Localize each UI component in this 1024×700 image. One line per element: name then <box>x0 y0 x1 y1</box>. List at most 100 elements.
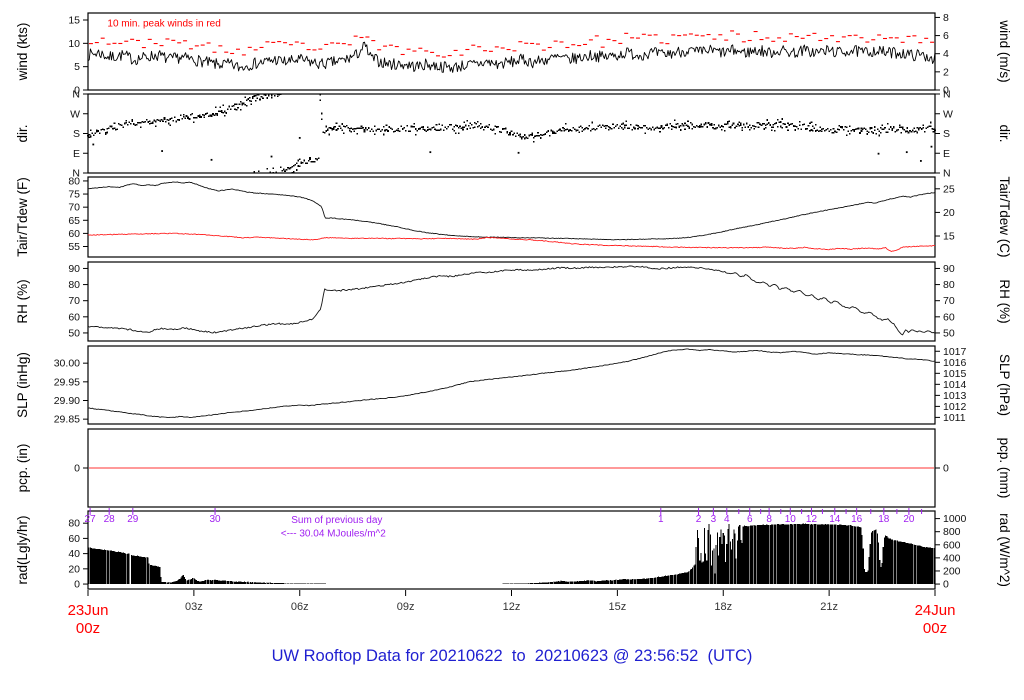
ytick-right-wind: 0 <box>943 85 949 97</box>
annotation: 10 min. peak winds in red <box>107 19 220 30</box>
ytick-left-wind: 10 <box>68 38 80 50</box>
start-hour-label: 00z <box>76 620 100 637</box>
ylabel-left-rh: RH (%) <box>15 279 30 323</box>
ytick-right-pcp: 0 <box>943 463 949 475</box>
ytick-left-rh: 60 <box>68 311 80 323</box>
ytick-right-wind: 2 <box>943 66 949 78</box>
series-sea_level_pressure <box>87 348 936 419</box>
rad-day-label: 27 <box>85 514 97 525</box>
ytick-left-rh: 50 <box>68 327 80 339</box>
ytick-right-temp: 15 <box>943 231 955 243</box>
ytick-right-rh: 50 <box>943 327 955 339</box>
ytick-right-rad: 0 <box>943 579 949 591</box>
rad-day-label: 18 <box>878 514 890 525</box>
ytick-right-dir: S <box>943 128 950 140</box>
annotation: Sum of previous day <box>291 515 382 526</box>
rad-day-label: 1 <box>658 514 664 525</box>
xtick-label: 12z <box>503 601 521 613</box>
xtick-label: 03z <box>185 601 203 613</box>
panel-rh: 50 60 70 80 90 50 60 70 80 90 RH (%) RH (%) <box>15 261 1012 342</box>
rad-day-label: 14 <box>829 514 841 525</box>
ytick-left-temp: 70 <box>68 202 80 214</box>
ytick-right-rh: 90 <box>943 263 955 275</box>
ytick-left-dir: N <box>72 168 80 180</box>
ylabel-right-dir: dir. <box>997 124 1012 142</box>
rad-day-label: 2 <box>696 514 702 525</box>
series-wind_peak_10min <box>88 30 935 58</box>
series-wind_direction <box>87 93 936 174</box>
ylabel-left-temp: Tair/Tdew (F) <box>15 177 30 257</box>
ytick-right-slp: 1014 <box>943 379 967 391</box>
ytick-left-temp: 65 <box>68 215 80 227</box>
xtick-label: 09z <box>397 601 415 613</box>
rad-day-label: 28 <box>104 514 116 525</box>
rad-day-markers: 27 28 29 30 1 2 3 4 6 8 10 12 14 16 18 20 <box>85 508 923 525</box>
xtick-label: 15z <box>609 601 627 613</box>
ytick-left-dir: E <box>73 148 80 160</box>
ytick-right-temp: 20 <box>943 207 955 219</box>
ylabel-right-pcp: pcp. (mm) <box>997 438 1012 499</box>
ytick-right-rh: 60 <box>943 311 955 323</box>
ytick-right-wind: 8 <box>943 12 949 24</box>
ytick-left-rad: 80 <box>68 518 80 530</box>
ytick-left-slp: 30.00 <box>54 358 80 370</box>
ylabel-left-rad: rad(Lgly/hr) <box>15 515 30 584</box>
ylabel-right-temp: Tair/Tdew (C) <box>997 176 1012 257</box>
ytick-right-dir: N <box>943 89 951 101</box>
xtick-label: 21z <box>820 601 838 613</box>
ytick-right-rad: 200 <box>943 565 961 577</box>
end-date-label: 24Jun <box>915 602 956 619</box>
ytick-right-dir: E <box>943 148 950 160</box>
ylabel-left-wind: wind (kts) <box>15 23 30 82</box>
ytick-left-temp: 55 <box>68 241 80 253</box>
ytick-right-slp: 1013 <box>943 390 967 402</box>
ytick-left-dir: W <box>70 108 80 120</box>
ytick-left-slp: 29.90 <box>54 395 80 407</box>
ytick-left-rad: 20 <box>68 563 80 575</box>
rad-day-label: 30 <box>209 514 221 525</box>
rad-day-label: 29 <box>127 514 139 525</box>
ytick-right-rh: 80 <box>943 279 955 291</box>
ytick-right-slp: 1017 <box>943 346 967 358</box>
ytick-right-rad: 1000 <box>943 513 967 525</box>
ytick-left-rh: 70 <box>68 295 80 307</box>
ytick-left-temp: 80 <box>68 175 80 187</box>
ylabel-right-rh: RH (%) <box>997 279 1012 323</box>
rad-day-label: 6 <box>747 514 753 525</box>
panel-pcp: 0 0 pcp. (in) pcp. (mm) <box>15 428 1012 508</box>
series-relative_humidity <box>87 265 936 336</box>
series-solar_radiation <box>87 523 936 585</box>
ytick-left-dir: S <box>73 128 80 140</box>
ytick-left-pcp: 0 <box>74 463 80 475</box>
ytick-left-rh: 90 <box>68 263 80 275</box>
ytick-left-dir: N <box>72 89 80 101</box>
ytick-right-slp: 1016 <box>943 357 967 369</box>
ytick-right-temp: 25 <box>943 183 955 195</box>
rad-day-label: 12 <box>806 514 818 525</box>
ytick-left-rad: 60 <box>68 533 80 545</box>
xtick-label: 18z <box>714 601 732 613</box>
rad-day-label: 8 <box>766 514 772 525</box>
ytick-left-temp: 75 <box>68 189 80 201</box>
plot-title: UW Rooftop Data for 20210622 to 20210623… <box>271 647 753 665</box>
ylabel-right-slp: SLP (hPa) <box>997 354 1012 416</box>
ytick-right-wind: 6 <box>943 30 949 42</box>
ytick-left-rad: 0 <box>74 579 80 591</box>
ytick-left-wind: 5 <box>74 61 80 73</box>
rad-day-label: 3 <box>711 514 717 525</box>
ytick-right-rad: 800 <box>943 526 961 538</box>
ytick-right-slp: 1015 <box>943 368 967 380</box>
series-wind_avg_kts <box>87 41 936 73</box>
start-date-label: 23Jun <box>68 602 109 619</box>
ytick-right-rad: 400 <box>943 552 961 564</box>
series-dew_point_f <box>87 232 936 252</box>
ytick-right-slp: 1011 <box>943 412 966 424</box>
series-air_temp_f <box>87 181 936 241</box>
panel-slp: 29.85 29.90 29.95 30.00 10111012101310141015… <box>15 345 1012 426</box>
ytick-left-temp: 60 <box>68 228 80 240</box>
end-hour-label: 00z <box>923 620 947 637</box>
